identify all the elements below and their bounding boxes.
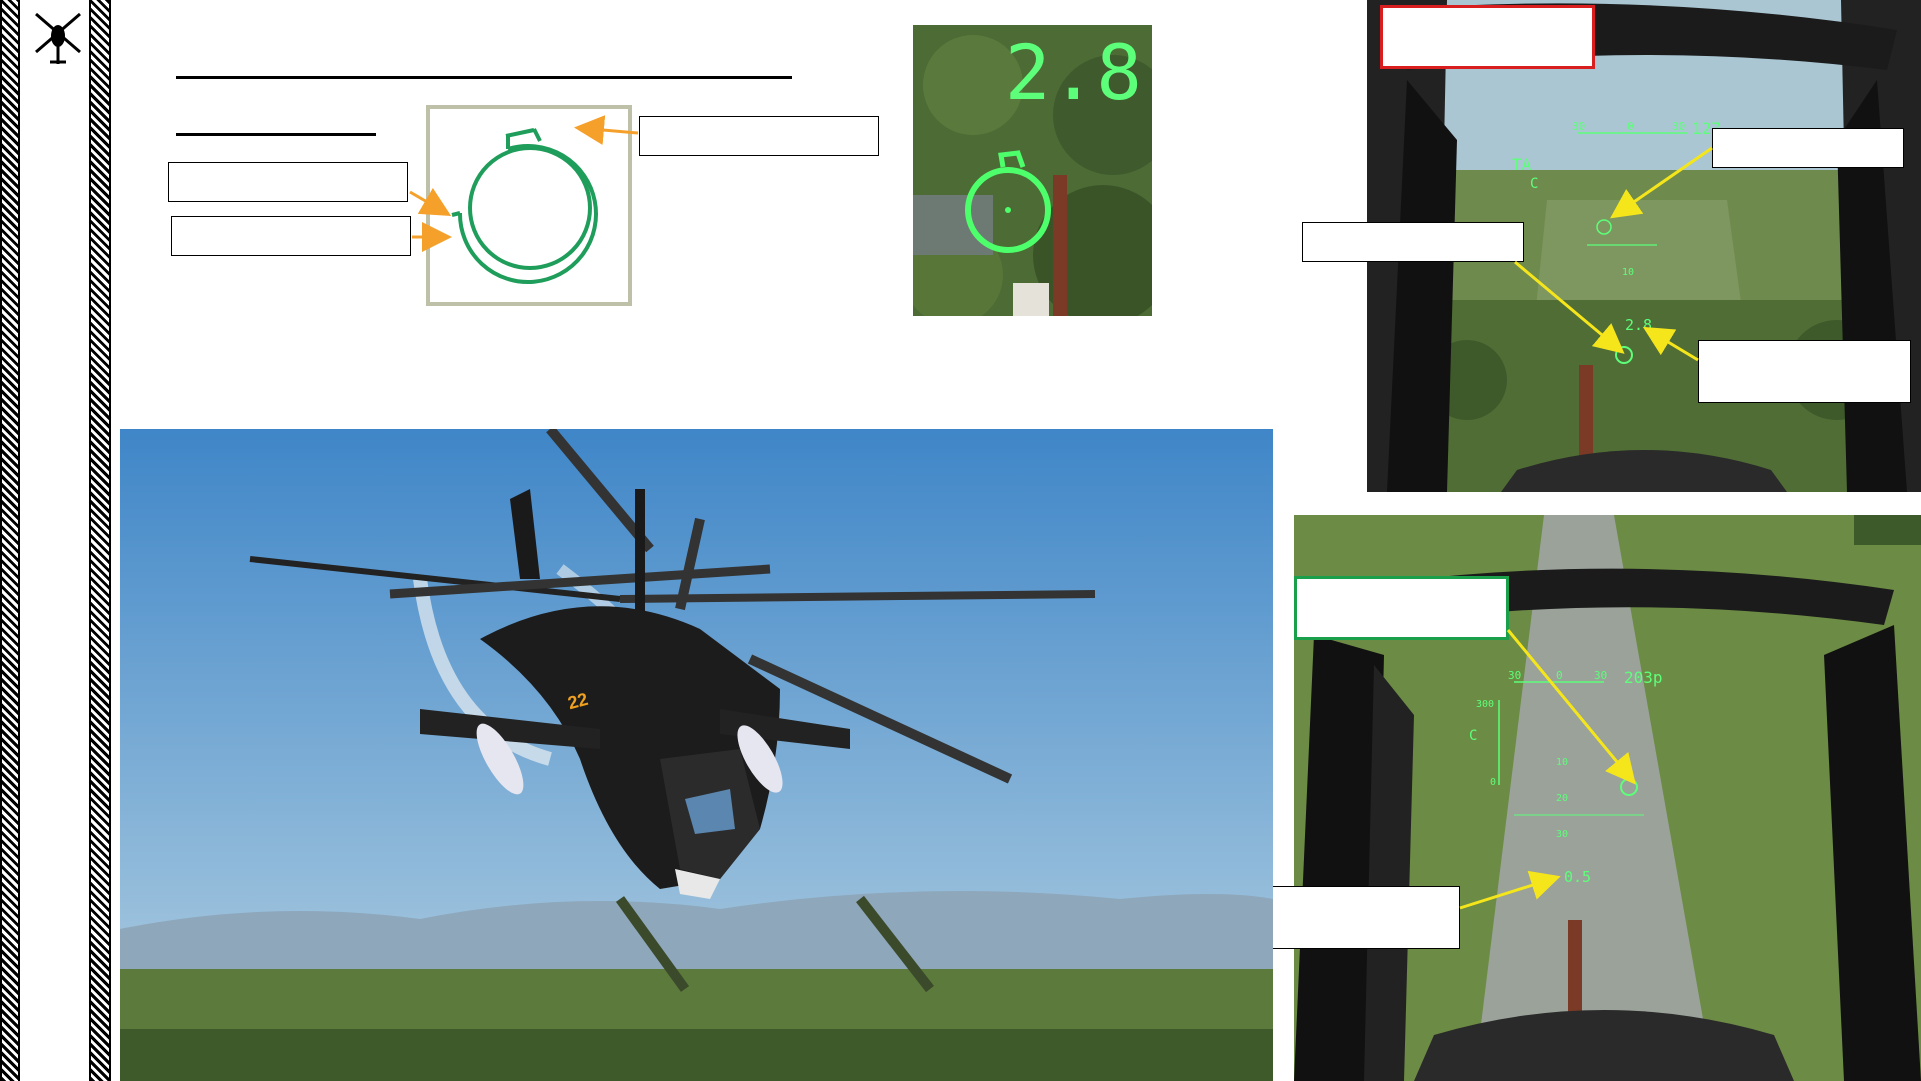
callout-box-warning-red <box>1380 5 1595 69</box>
svg-text:0: 0 <box>1556 669 1563 682</box>
svg-text:30: 30 <box>1572 120 1585 133</box>
closeup-range-readout: 2.8 <box>1004 28 1142 117</box>
svg-text:30: 30 <box>1594 669 1607 682</box>
subtitle-underline <box>176 133 376 136</box>
helicopter-scene: 22 <box>120 429 1273 1081</box>
callout-box-green <box>1294 576 1509 640</box>
svg-text:300: 300 <box>1476 699 1494 710</box>
left-frame-stripe-outer <box>0 0 20 1081</box>
title-underline <box>176 76 792 79</box>
hud-arrows <box>1459 146 1713 910</box>
svg-text:10: 10 <box>1556 757 1568 768</box>
svg-text:0.5: 0.5 <box>1564 868 1591 886</box>
callout-box-hud-range <box>1698 340 1911 403</box>
callout-box-reticle-left-2 <box>171 216 411 256</box>
svg-text:C: C <box>1530 176 1538 192</box>
svg-text:C: C <box>1469 728 1477 744</box>
callout-box-hud-heading <box>1712 128 1904 168</box>
callout-box-reticle-right <box>639 116 879 156</box>
hud-closeup: 2.8 <box>913 25 1152 316</box>
svg-text:0: 0 <box>1490 777 1496 788</box>
svg-text:10: 10 <box>1622 267 1634 278</box>
helicopter-logo-icon <box>30 6 86 66</box>
svg-text:30: 30 <box>1556 829 1568 840</box>
svg-text:TA: TA <box>1512 155 1532 174</box>
svg-text:30: 30 <box>1672 120 1685 133</box>
callout-box-reticle-left-1 <box>168 162 408 202</box>
svg-text:0: 0 <box>1627 120 1634 133</box>
left-frame-stripe-inner <box>89 0 111 1081</box>
svg-text:30: 30 <box>1508 669 1521 682</box>
cockpit-hud-bottom: 30 0 30 203р 300 0 C 10 20 30 0.5 <box>1294 515 1921 1081</box>
diagram-arrows <box>409 115 639 252</box>
svg-text:20: 20 <box>1556 793 1568 804</box>
svg-text:203р: 203р <box>1624 668 1663 687</box>
callout-box-hud-reticle <box>1302 222 1524 262</box>
